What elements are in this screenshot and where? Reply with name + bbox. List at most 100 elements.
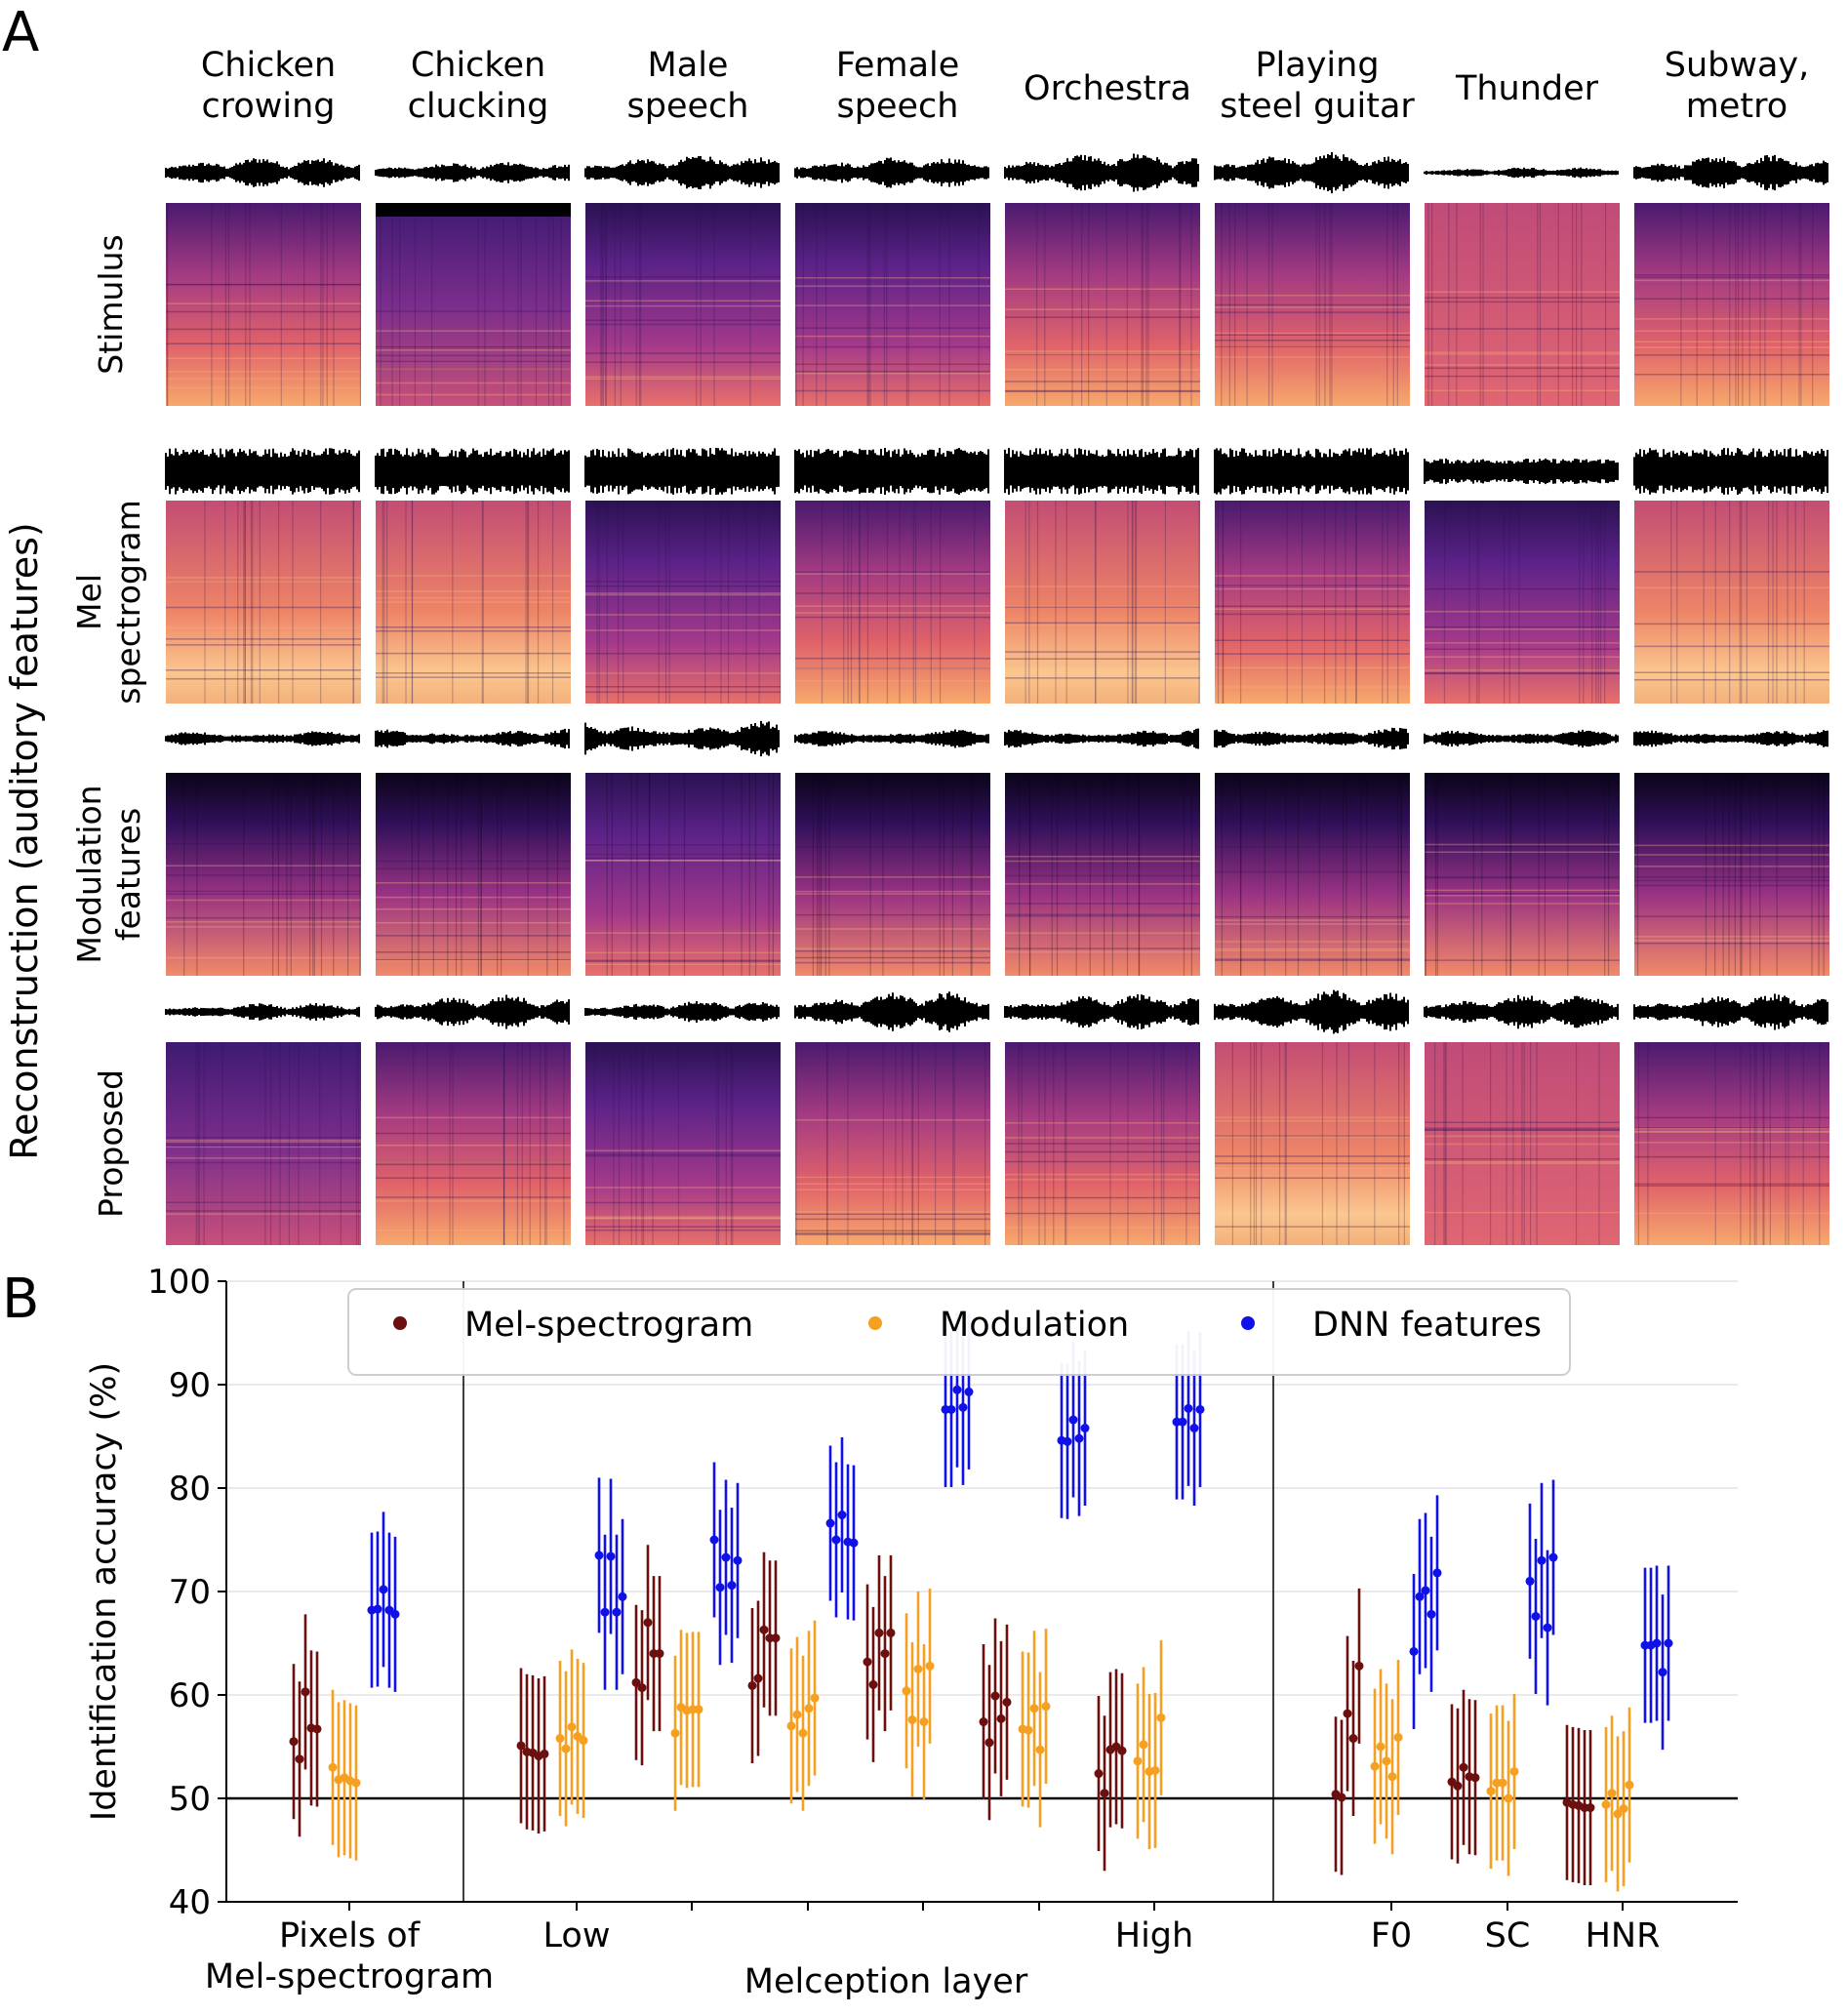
waveform	[375, 728, 570, 749]
data-point	[1409, 1646, 1419, 1656]
data-point	[1652, 1638, 1662, 1648]
data-point	[618, 1592, 627, 1601]
data-point	[637, 1683, 647, 1693]
data-point	[655, 1649, 664, 1659]
column-title-line1: Orchestra	[1024, 69, 1191, 108]
waveform	[1424, 167, 1619, 179]
data-point	[1178, 1417, 1187, 1427]
row-label-line1: Mel	[70, 574, 108, 630]
data-point	[1080, 1424, 1090, 1433]
column-title-line1: Chicken	[201, 46, 336, 85]
y-tick-label: 80	[169, 1470, 211, 1509]
row-label-line2: spectrogram	[109, 500, 147, 704]
data-point	[643, 1618, 653, 1628]
data-point	[594, 1551, 604, 1560]
waveform	[165, 448, 360, 495]
data-point	[786, 1721, 796, 1731]
y-tick-label: 100	[147, 1263, 211, 1302]
waveform	[1633, 154, 1828, 191]
column-title-line2: speech	[627, 87, 749, 126]
waveform	[1004, 153, 1199, 192]
data-point	[1498, 1778, 1507, 1788]
data-point	[561, 1744, 571, 1753]
y-tick-label: 60	[169, 1676, 211, 1715]
data-point	[1348, 1734, 1358, 1744]
column-title-line2: metro	[1686, 87, 1788, 126]
data-point	[747, 1680, 757, 1690]
data-point	[540, 1749, 549, 1758]
data-point	[958, 1402, 968, 1412]
data-point	[1421, 1586, 1430, 1595]
data-point	[606, 1552, 616, 1561]
data-point	[925, 1661, 935, 1671]
data-point	[863, 1657, 872, 1667]
waveform	[1424, 729, 1619, 748]
legend: Mel-spectrogram Modulation DNN features	[347, 1288, 1571, 1376]
spectrogram	[1634, 203, 1829, 406]
data-point	[1504, 1793, 1513, 1803]
waveform	[165, 1003, 360, 1021]
waveform	[1424, 994, 1619, 1029]
data-point	[1453, 1781, 1463, 1791]
spectrogram	[166, 1042, 361, 1245]
data-point	[1068, 1415, 1078, 1425]
data-point	[1024, 1725, 1033, 1735]
waveform	[584, 720, 780, 757]
column-title-line2: crowing	[201, 87, 335, 126]
waveform	[584, 448, 780, 495]
waveform	[375, 162, 570, 183]
data-point	[1601, 1799, 1611, 1809]
data-point	[390, 1609, 400, 1619]
spectrogram	[1005, 501, 1200, 704]
y-tick-label: 50	[169, 1780, 211, 1819]
data-point	[1337, 1793, 1346, 1802]
spectrogram	[1634, 773, 1829, 976]
spectrogram	[376, 203, 571, 406]
waveform	[1004, 993, 1199, 1030]
waveform	[1633, 993, 1828, 1030]
legend-label: DNN features	[1312, 1306, 1542, 1345]
spectrogram	[1425, 203, 1620, 406]
spectrogram	[585, 1042, 781, 1245]
data-point	[351, 1778, 361, 1788]
data-point	[715, 1583, 725, 1592]
data-point	[880, 1649, 890, 1659]
data-point	[1002, 1697, 1012, 1707]
spectrogram	[1425, 773, 1620, 976]
legend-label: Modulation	[940, 1306, 1129, 1345]
data-point	[990, 1691, 1000, 1701]
data-point	[868, 1679, 878, 1689]
column-title-line1: Chicken	[411, 46, 545, 85]
data-point	[1343, 1709, 1352, 1718]
data-point	[1387, 1772, 1397, 1782]
data-point	[1486, 1787, 1496, 1796]
row-label-line1: Modulation	[70, 785, 108, 963]
data-point	[1074, 1433, 1084, 1443]
spectrogram	[795, 203, 990, 406]
data-point	[913, 1665, 923, 1673]
data-point	[825, 1518, 835, 1528]
y-axis-label: Identification accuracy (%)	[85, 1362, 124, 1821]
column-title-line1: Thunder	[1455, 69, 1599, 108]
spectrogram	[376, 773, 571, 976]
data-point	[1035, 1745, 1045, 1754]
legend-marker	[393, 1316, 407, 1330]
column-title-line2: clucking	[408, 87, 549, 126]
data-point	[631, 1677, 641, 1687]
data-point	[753, 1673, 763, 1683]
panel-b-label: B	[2, 1268, 39, 1331]
data-point	[1664, 1638, 1673, 1648]
data-point	[312, 1724, 322, 1734]
data-point	[1543, 1623, 1552, 1632]
data-point	[1426, 1609, 1436, 1619]
data-point	[810, 1693, 820, 1703]
data-point	[804, 1704, 814, 1713]
x-tick-label: SC	[1485, 1916, 1531, 1955]
column-titles: ChickencrowingChickencluckingMalespeechF…	[201, 46, 1809, 126]
reconstruction-group-label: Reconstruction (auditory features)	[3, 522, 46, 1160]
data-point	[1613, 1809, 1623, 1819]
data-point	[979, 1717, 988, 1727]
data-point	[874, 1628, 884, 1637]
data-point	[902, 1686, 911, 1696]
